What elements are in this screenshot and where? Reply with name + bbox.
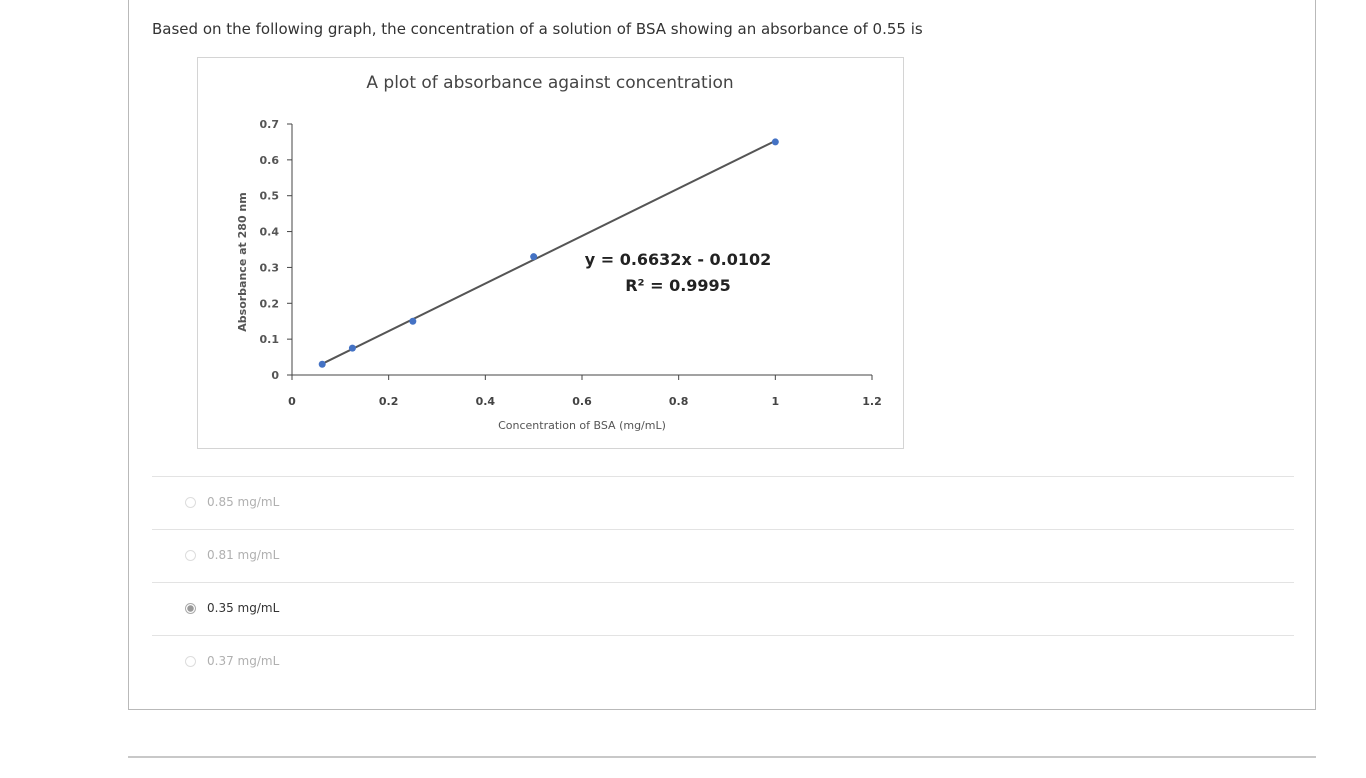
data-point — [530, 253, 538, 261]
data-point — [409, 317, 417, 325]
x-axis-label: Concentration of BSA (mg/mL) — [498, 419, 666, 432]
answer-option[interactable]: 0.85 mg/mL — [152, 476, 1294, 530]
option-label[interactable]: 0.35 mg/mL — [207, 601, 280, 615]
answer-option[interactable]: 0.35 mg/mL — [152, 582, 1294, 636]
x-tick-label: 0.6 — [572, 395, 592, 408]
option-label[interactable]: 0.85 mg/mL — [207, 495, 280, 509]
question-card — [128, 0, 1316, 710]
radio-button[interactable] — [185, 497, 196, 508]
option-label[interactable]: 0.37 mg/mL — [207, 654, 280, 668]
chart-frame — [197, 57, 904, 449]
y-axis-label: Absorbance at 280 nm — [236, 192, 249, 331]
y-tick-label: 0 — [271, 369, 279, 382]
radio-button[interactable] — [185, 656, 196, 667]
next-card — [128, 756, 1316, 778]
y-tick-label: 0.5 — [260, 190, 280, 203]
question-text: Based on the following graph, the concen… — [152, 20, 923, 38]
answer-option[interactable]: 0.81 mg/mL — [152, 529, 1294, 583]
radio-button[interactable] — [185, 550, 196, 561]
x-tick-label: 1.2 — [862, 395, 882, 408]
y-tick-label: 0.2 — [260, 297, 280, 310]
x-tick-label: 0.8 — [669, 395, 689, 408]
y-tick-label: 0.7 — [260, 118, 280, 131]
y-tick-label: 0.3 — [260, 261, 280, 274]
y-tick-label: 0.6 — [260, 154, 280, 167]
trendline — [321, 139, 776, 365]
data-point — [348, 344, 356, 352]
x-tick-label: 0 — [288, 395, 296, 408]
answer-option[interactable]: 0.37 mg/mL — [152, 635, 1294, 689]
x-tick-label: 0.4 — [476, 395, 496, 408]
option-label[interactable]: 0.81 mg/mL — [207, 548, 280, 562]
x-tick-label: 1 — [772, 395, 780, 408]
y-tick-label: 0.4 — [260, 226, 280, 239]
annotation: R² = 0.9995 — [625, 276, 731, 295]
radio-button[interactable] — [185, 603, 196, 614]
y-tick-label: 0.1 — [260, 333, 280, 346]
data-point — [771, 138, 779, 146]
x-tick-label: 0.2 — [379, 395, 399, 408]
chart-title: A plot of absorbance against concentrati… — [366, 73, 733, 93]
annotation: y = 0.6632x - 0.0102 — [585, 250, 772, 269]
data-point — [318, 360, 326, 368]
